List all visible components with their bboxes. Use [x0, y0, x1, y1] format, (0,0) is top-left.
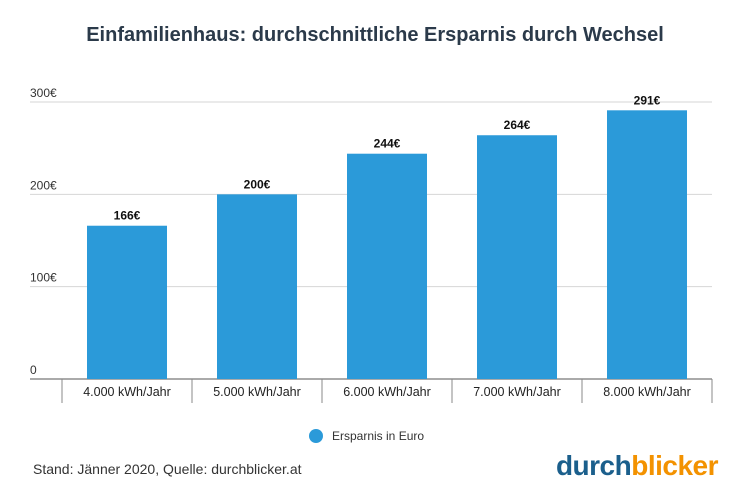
brand-logo[interactable]: durchblicker [555, 450, 719, 482]
bar[interactable] [607, 110, 687, 379]
data-label: 244€ [374, 137, 401, 151]
chart-title: Einfamilienhaus: durchschnittliche Erspa… [86, 24, 664, 46]
y-tick-label: 300€ [30, 86, 57, 100]
labels: 0 100€ 200€ 300€ 166€ 4.000 kWh/Jahr 200€ 5.000… [30, 86, 691, 399]
data-label: 264€ [504, 118, 531, 132]
x-tick-label: 6.000 kWh/Jahr [343, 385, 431, 399]
x-tick-label: 5.000 kWh/Jahr [213, 385, 301, 399]
bar[interactable] [87, 225, 167, 379]
x-tick-label: 4.000 kWh/Jahr [83, 385, 171, 399]
source-note: Stand: Jänner 2020, Quelle: durchblicker… [33, 461, 302, 477]
x-tick-label: 7.000 kWh/Jahr [473, 385, 561, 399]
y-tick-label: 100€ [30, 271, 57, 285]
x-tick-label: 8.000 kWh/Jahr [603, 385, 691, 399]
bar[interactable] [477, 135, 557, 379]
y-tick-label: 0 [30, 363, 37, 377]
data-label: 291€ [634, 93, 661, 107]
legend-marker [309, 429, 323, 443]
legend-label: Ersparnis in Euro [332, 429, 424, 443]
bar[interactable] [347, 153, 427, 379]
y-tick-label: 200€ [30, 178, 57, 192]
data-label: 200€ [244, 177, 271, 191]
bar[interactable] [217, 194, 297, 379]
brand-logo-part1: durch [555, 450, 632, 481]
brand-logo-part2: blicker [631, 450, 718, 481]
bars [87, 110, 687, 379]
legend[interactable]: Ersparnis in Euro [309, 429, 424, 443]
data-label: 166€ [114, 209, 141, 223]
